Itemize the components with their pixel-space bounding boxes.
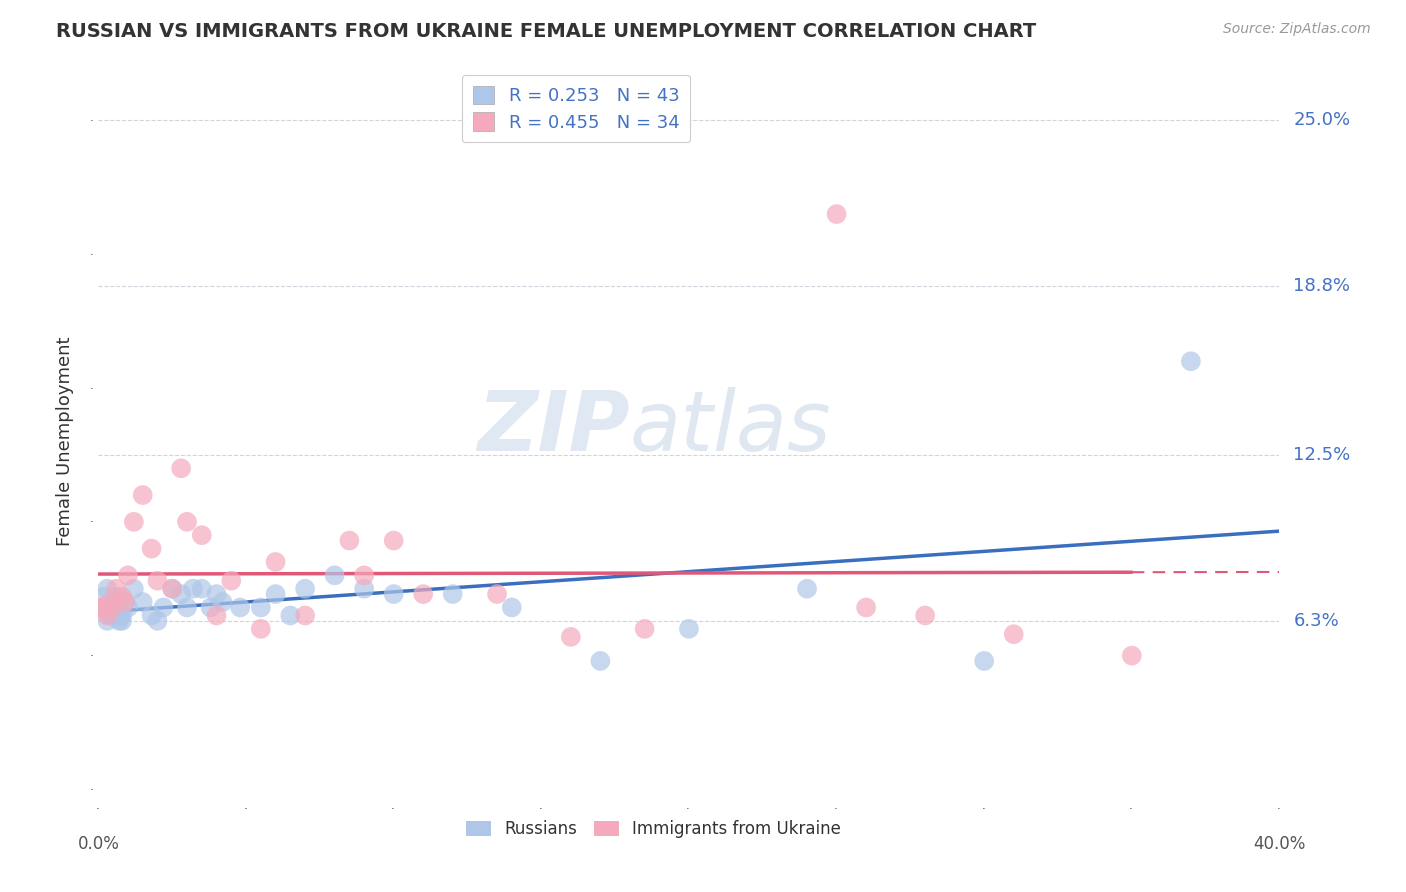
Point: [117, 568, 139, 582]
Text: Source: ZipAtlas.com: Source: ZipAtlas.com: [1223, 22, 1371, 37]
Point: [229, 600, 252, 615]
Point: [634, 622, 657, 636]
Point: [1121, 648, 1143, 663]
Point: [339, 533, 361, 548]
Point: [111, 608, 134, 623]
Point: [96, 614, 118, 628]
Point: [1180, 354, 1202, 368]
Point: [205, 608, 228, 623]
Point: [90, 600, 112, 615]
Point: [855, 600, 877, 615]
Point: [412, 587, 434, 601]
Point: [108, 608, 131, 623]
Point: [382, 533, 405, 548]
Point: [132, 595, 155, 609]
Point: [191, 582, 214, 596]
Point: [560, 630, 582, 644]
Text: 40.0%: 40.0%: [1253, 835, 1306, 853]
Point: [221, 574, 243, 588]
Point: [264, 587, 287, 601]
Point: [914, 608, 936, 623]
Point: [181, 582, 204, 596]
Point: [589, 654, 612, 668]
Y-axis label: Female Unemployment: Female Unemployment: [56, 337, 73, 546]
Point: [90, 600, 112, 615]
Point: [501, 600, 523, 615]
Point: [93, 600, 115, 615]
Point: [200, 600, 222, 615]
Point: [353, 568, 375, 582]
Text: 18.8%: 18.8%: [1294, 277, 1350, 295]
Point: [191, 528, 214, 542]
Point: [114, 595, 136, 609]
Point: [93, 590, 115, 604]
Text: 12.5%: 12.5%: [1294, 446, 1351, 464]
Point: [114, 595, 136, 609]
Point: [103, 595, 125, 609]
Text: ZIP: ZIP: [477, 386, 630, 467]
Point: [105, 600, 128, 615]
Text: 25.0%: 25.0%: [1294, 112, 1351, 129]
Point: [162, 582, 183, 596]
Point: [323, 568, 346, 582]
Point: [105, 582, 128, 596]
Point: [146, 614, 169, 628]
Point: [176, 600, 198, 615]
Point: [294, 608, 316, 623]
Point: [122, 515, 145, 529]
Point: [825, 207, 848, 221]
Point: [103, 600, 125, 615]
Point: [264, 555, 287, 569]
Point: [98, 595, 121, 609]
Point: [98, 608, 121, 623]
Point: [176, 515, 198, 529]
Point: [294, 582, 316, 596]
Point: [146, 574, 169, 588]
Point: [353, 582, 375, 596]
Point: [96, 608, 118, 623]
Point: [141, 541, 163, 556]
Point: [211, 595, 233, 609]
Point: [678, 622, 700, 636]
Point: [152, 600, 174, 615]
Point: [111, 614, 134, 628]
Point: [382, 587, 405, 601]
Point: [117, 600, 139, 615]
Point: [205, 587, 228, 601]
Point: [170, 461, 193, 475]
Point: [162, 582, 183, 596]
Text: atlas: atlas: [630, 386, 831, 467]
Text: 0.0%: 0.0%: [77, 835, 120, 853]
Point: [141, 608, 163, 623]
Legend: Russians, Immigrants from Ukraine: Russians, Immigrants from Ukraine: [460, 814, 848, 845]
Point: [170, 587, 193, 601]
Point: [280, 608, 302, 623]
Point: [105, 590, 128, 604]
Point: [132, 488, 155, 502]
Point: [108, 614, 131, 628]
Point: [486, 587, 509, 601]
Text: RUSSIAN VS IMMIGRANTS FROM UKRAINE FEMALE UNEMPLOYMENT CORRELATION CHART: RUSSIAN VS IMMIGRANTS FROM UKRAINE FEMAL…: [56, 22, 1036, 41]
Point: [111, 590, 134, 604]
Point: [441, 587, 464, 601]
Point: [973, 654, 995, 668]
Point: [103, 600, 125, 615]
Point: [122, 582, 145, 596]
Text: 6.3%: 6.3%: [1294, 612, 1339, 630]
Point: [250, 600, 273, 615]
Point: [796, 582, 818, 596]
Point: [1002, 627, 1025, 641]
Point: [96, 582, 118, 596]
Point: [250, 622, 273, 636]
